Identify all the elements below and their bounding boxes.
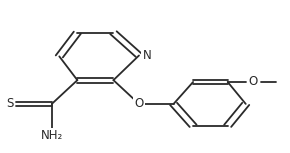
Text: N: N [143, 49, 151, 62]
Text: O: O [134, 97, 144, 110]
Text: NH₂: NH₂ [41, 129, 63, 142]
Text: O: O [248, 75, 257, 88]
Text: S: S [6, 97, 13, 110]
